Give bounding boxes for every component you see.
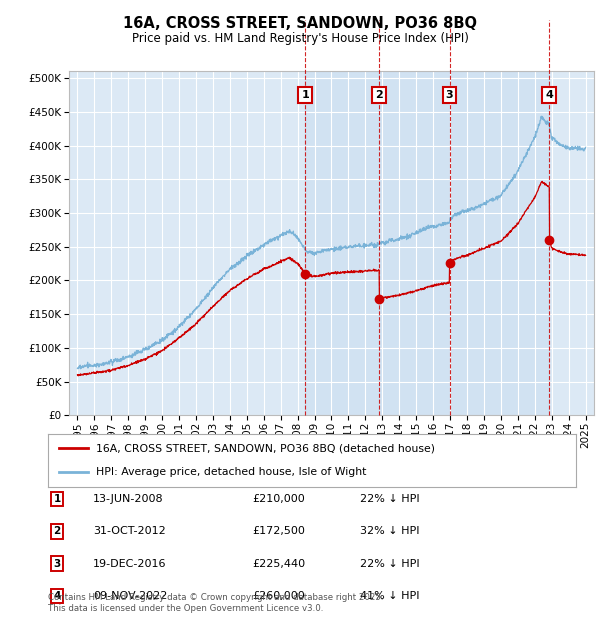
- Text: 4: 4: [53, 591, 61, 601]
- Text: £210,000: £210,000: [252, 494, 305, 504]
- Text: 1: 1: [301, 90, 309, 100]
- Bar: [305, 71, 549, 415]
- Text: 22% ↓ HPI: 22% ↓ HPI: [360, 494, 419, 504]
- Text: 41% ↓ HPI: 41% ↓ HPI: [360, 591, 419, 601]
- Text: 1: 1: [53, 494, 61, 504]
- Text: 32% ↓ HPI: 32% ↓ HPI: [360, 526, 419, 536]
- Text: 2: 2: [376, 90, 383, 100]
- Text: Price paid vs. HM Land Registry's House Price Index (HPI): Price paid vs. HM Land Registry's House …: [131, 32, 469, 45]
- Text: 16A, CROSS STREET, SANDOWN, PO36 8BQ: 16A, CROSS STREET, SANDOWN, PO36 8BQ: [123, 16, 477, 31]
- Text: 31-OCT-2012: 31-OCT-2012: [93, 526, 166, 536]
- Text: 16A, CROSS STREET, SANDOWN, PO36 8BQ (detached house): 16A, CROSS STREET, SANDOWN, PO36 8BQ (de…: [95, 443, 434, 453]
- Text: 3: 3: [53, 559, 61, 569]
- Text: 22% ↓ HPI: 22% ↓ HPI: [360, 559, 419, 569]
- Text: 2: 2: [53, 526, 61, 536]
- Text: HPI: Average price, detached house, Isle of Wight: HPI: Average price, detached house, Isle…: [95, 467, 366, 477]
- Text: £260,000: £260,000: [252, 591, 305, 601]
- Text: 4: 4: [545, 90, 553, 100]
- Text: £225,440: £225,440: [252, 559, 305, 569]
- Text: 19-DEC-2016: 19-DEC-2016: [93, 559, 167, 569]
- Text: Contains HM Land Registry data © Crown copyright and database right 2025.
This d: Contains HM Land Registry data © Crown c…: [48, 593, 383, 613]
- Text: 13-JUN-2008: 13-JUN-2008: [93, 494, 164, 504]
- Text: 3: 3: [446, 90, 454, 100]
- Text: £172,500: £172,500: [252, 526, 305, 536]
- Text: 09-NOV-2022: 09-NOV-2022: [93, 591, 167, 601]
